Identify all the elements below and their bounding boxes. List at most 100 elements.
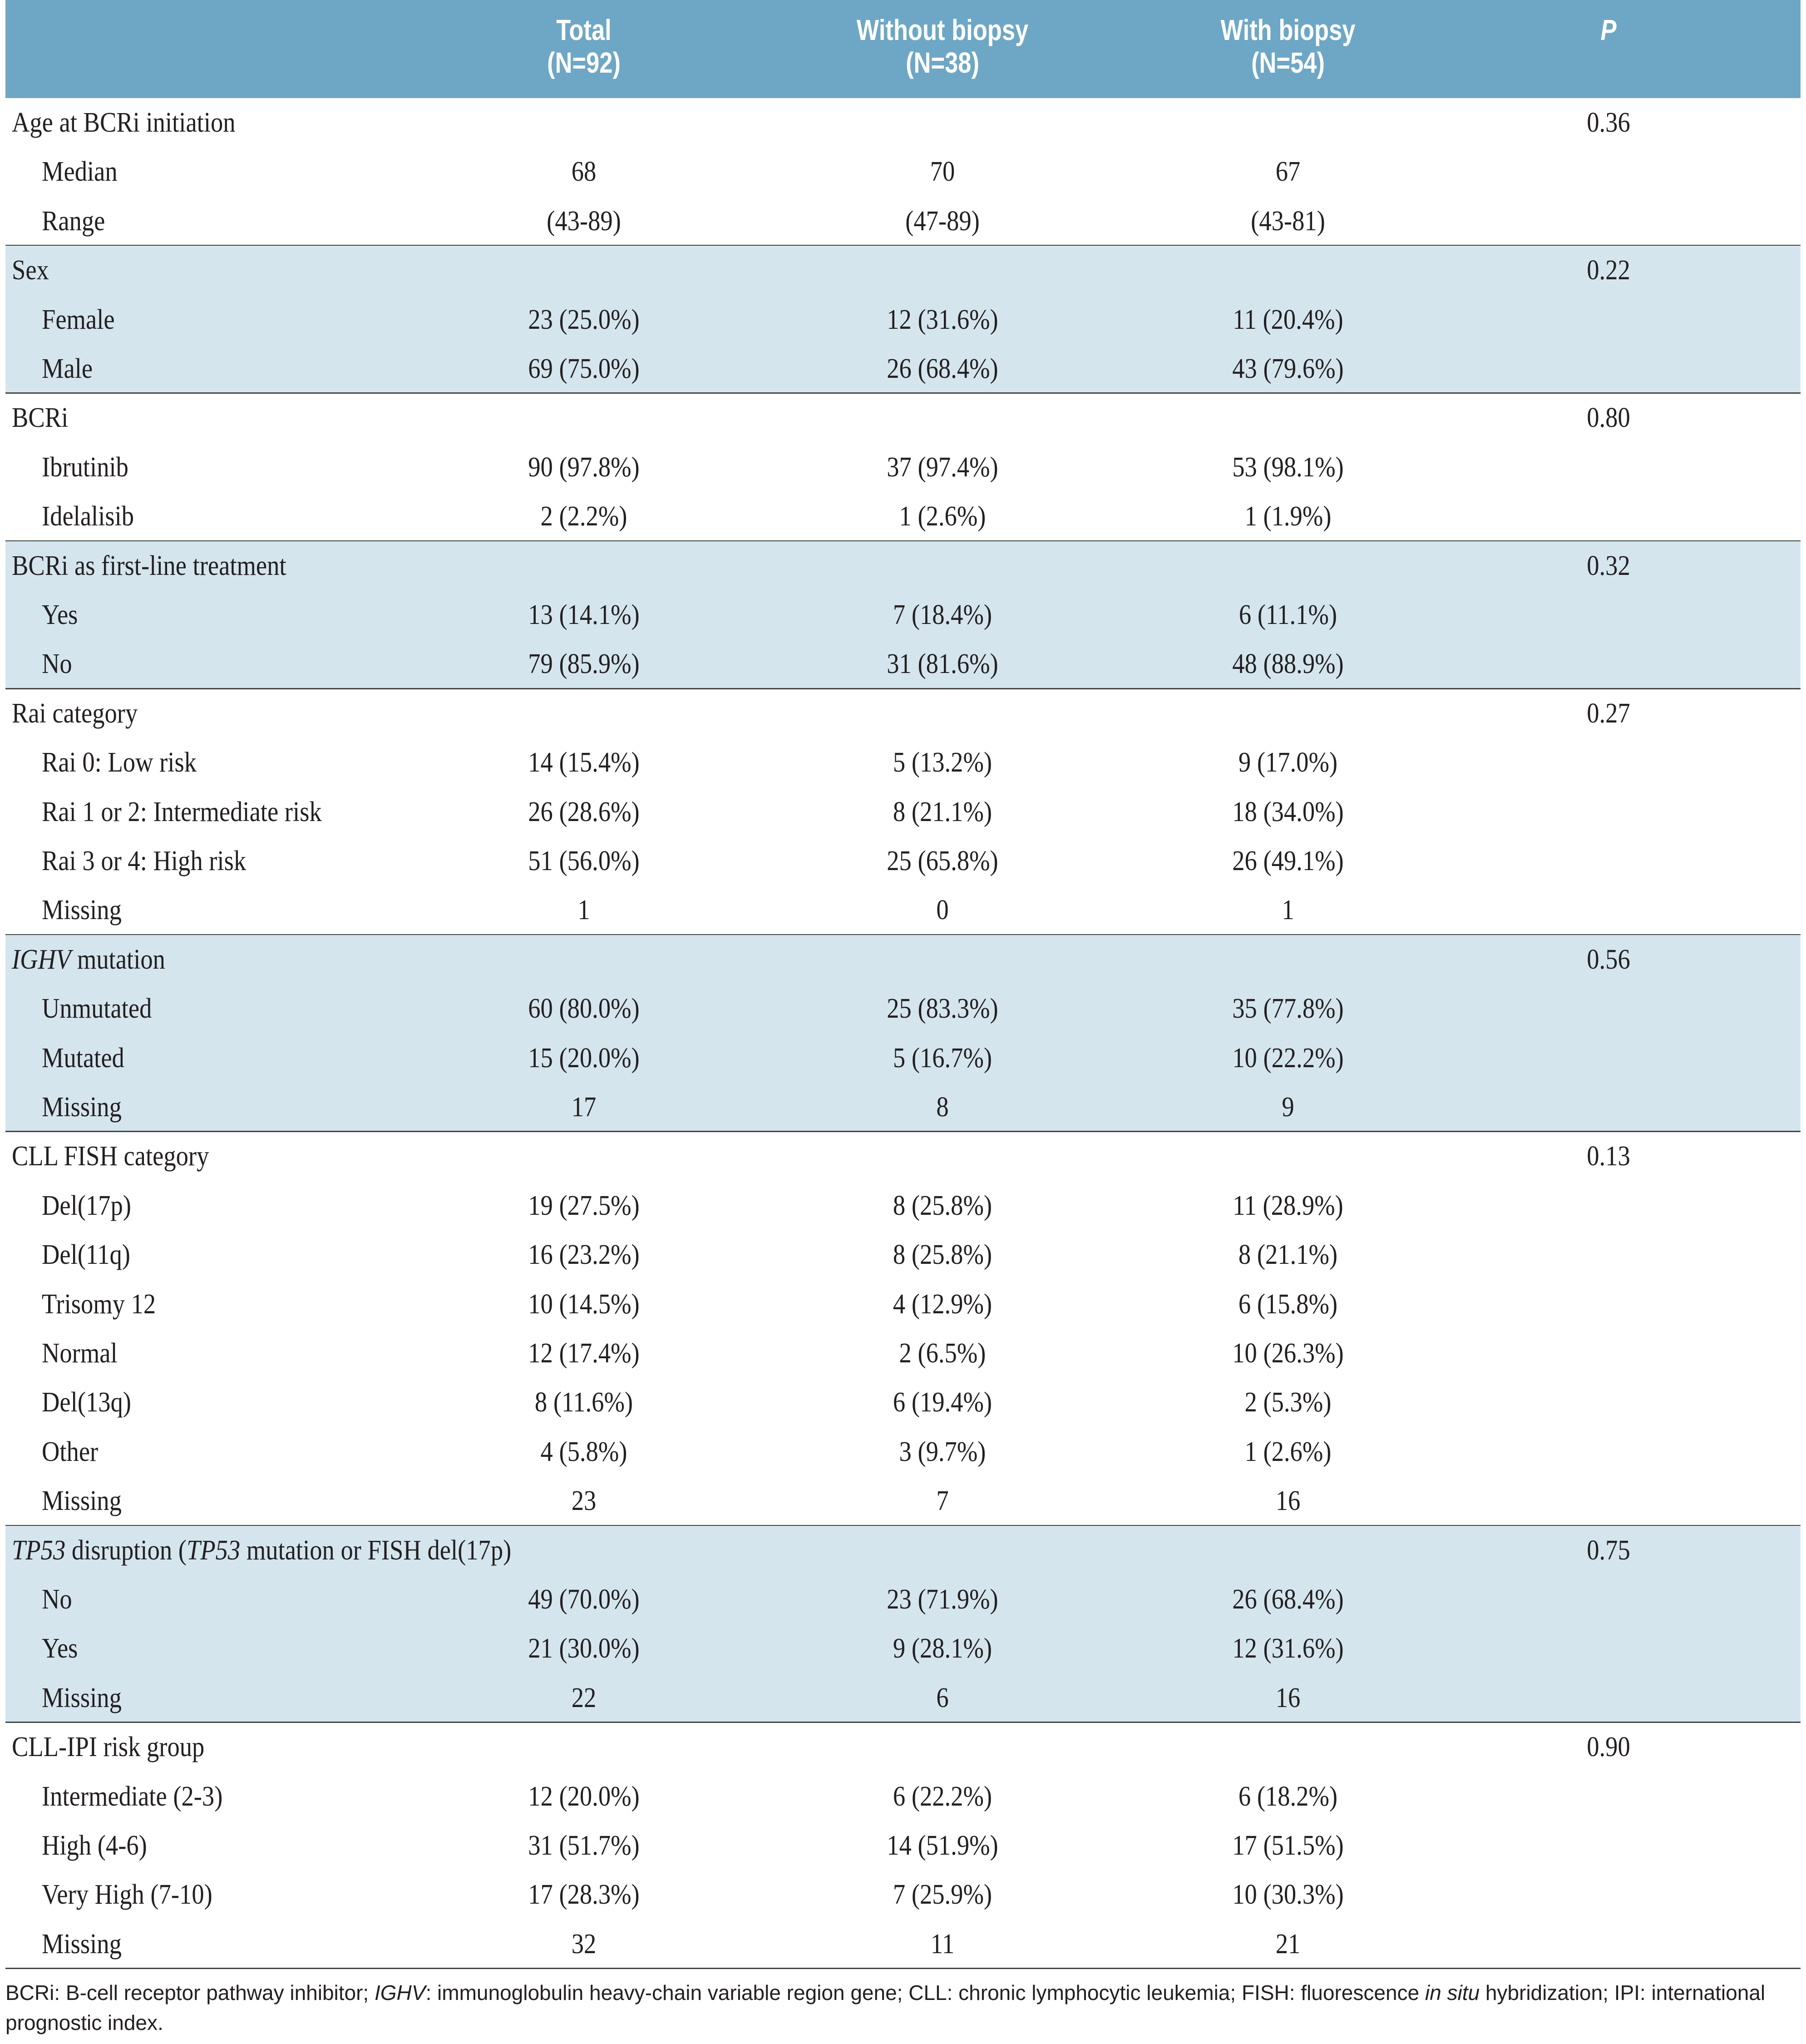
row-label: Yes — [42, 599, 78, 630]
row-label: No — [42, 648, 72, 680]
cell: 2 (2.2%) — [540, 501, 627, 532]
p-value: 0.13 — [1587, 1141, 1630, 1172]
group-shading — [5, 1525, 1801, 1723]
group-shading — [5, 935, 1801, 1132]
cell: 49 (70.0%) — [528, 1584, 640, 1615]
header-bar — [5, 0, 1801, 98]
label-part: disruption ( — [65, 1534, 187, 1566]
cell: 26 (68.4%) — [887, 353, 998, 384]
row-label: Del(11q) — [42, 1239, 130, 1271]
p-header: P — [1600, 14, 1617, 46]
cell: (47-89) — [905, 205, 980, 237]
cell: 10 (22.2%) — [1232, 1042, 1344, 1074]
cell: (43-81) — [1251, 205, 1325, 237]
group-rule — [5, 1722, 1801, 1723]
cell: 21 (30.0%) — [528, 1633, 640, 1664]
cell: 7 (18.4%) — [893, 599, 992, 630]
cell: 22 — [571, 1682, 597, 1713]
group-label: CLL-IPI risk group — [12, 1722, 204, 1772]
p-value: 0.56 — [1587, 944, 1630, 975]
column-header: With biopsy (N=54) — [1106, 14, 1470, 79]
cell: 23 (71.9%) — [887, 1584, 998, 1615]
cell: 69 (75.0%) — [528, 353, 640, 384]
cell: 26 (49.1%) — [1232, 846, 1344, 876]
column-header: Without biopsy (N=38) — [761, 14, 1124, 79]
cell: 9 (28.1%) — [893, 1633, 992, 1664]
group-label: CLL FISH category — [12, 1132, 209, 1181]
group-shading — [5, 541, 1801, 689]
group-rule — [5, 934, 1801, 935]
cell: 2 (6.5%) — [899, 1338, 986, 1369]
cell: 1 (2.6%) — [899, 501, 986, 532]
row-label: Missing — [42, 1928, 122, 1960]
cell: 10 (30.3%) — [1232, 1879, 1344, 1910]
row-label: Missing — [42, 1682, 122, 1713]
p-value: 0.36 — [1587, 107, 1630, 138]
label-part: Sex — [12, 255, 49, 286]
cell: 1 (1.9%) — [1244, 501, 1332, 532]
row-label: Missing — [42, 1092, 122, 1123]
column-title: With biopsy — [1220, 14, 1356, 46]
cell: 1 — [1282, 895, 1294, 926]
cell: (43-89) — [547, 205, 621, 237]
group-rule — [5, 1524, 1801, 1526]
row-label: High (4-6) — [42, 1830, 147, 1861]
cell: 43 (79.6%) — [1232, 353, 1344, 384]
row-label: Very High (7-10) — [42, 1879, 212, 1910]
group-rule — [5, 540, 1801, 542]
row-label: Intermediate (2-3) — [42, 1781, 223, 1812]
p-value: 0.32 — [1587, 550, 1630, 581]
group-rule — [5, 245, 1801, 247]
cell: 6 (15.8%) — [1238, 1288, 1338, 1320]
cell: 16 (23.2%) — [528, 1239, 640, 1271]
p-value: 0.22 — [1587, 255, 1630, 286]
cell: 6 (19.4%) — [893, 1387, 992, 1418]
cell: 53 (98.1%) — [1232, 451, 1344, 483]
row-label: Trisomy 12 — [42, 1288, 156, 1320]
label-part: mutation — [71, 944, 165, 975]
cell: 79 (85.9%) — [528, 648, 640, 680]
cell: 35 (77.8%) — [1232, 993, 1344, 1024]
row-label: Yes — [42, 1633, 78, 1664]
column-title: Total — [556, 14, 612, 46]
p-value: 0.90 — [1587, 1732, 1630, 1763]
row-label: Ibrutinib — [42, 451, 128, 483]
cell: 18 (34.0%) — [1232, 796, 1344, 827]
cell: 6 (22.2%) — [893, 1781, 992, 1812]
cell: 37 (97.4%) — [887, 451, 998, 483]
cell: 68 — [571, 156, 597, 188]
row-label: Mutated — [42, 1042, 124, 1074]
row-label: Unmutated — [42, 993, 152, 1024]
label-part: IGHV — [12, 944, 71, 975]
cell: 31 (81.6%) — [887, 648, 998, 680]
group-label: Sex — [12, 246, 49, 295]
cell: 14 (51.9%) — [887, 1830, 998, 1861]
p-value: 0.80 — [1587, 402, 1630, 434]
group-label: TP53 disruption (TP53 mutation or FISH d… — [12, 1526, 511, 1575]
row-label: Normal — [42, 1338, 118, 1369]
group-rule — [5, 1968, 1801, 1970]
group-label: BCRi as first-line treatment — [12, 541, 286, 590]
cell: 21 — [1275, 1928, 1301, 1960]
cell: 19 (27.5%) — [528, 1190, 640, 1221]
column-n: (N=54) — [1251, 46, 1325, 79]
cell: 8 (25.8%) — [893, 1239, 992, 1271]
cell: 4 (12.9%) — [893, 1288, 992, 1320]
cell: 4 (5.8%) — [540, 1436, 627, 1467]
cell: 5 (16.7%) — [893, 1042, 992, 1074]
cell: 60 (80.0%) — [528, 993, 640, 1024]
cell: 25 (65.8%) — [887, 846, 998, 876]
row-label: Del(17p) — [42, 1190, 131, 1221]
cell: 10 (14.5%) — [528, 1288, 640, 1320]
cell: 14 (15.4%) — [528, 747, 640, 778]
footnote-part: hybridization; IPI: international progno… — [5, 1981, 1766, 2035]
group-label: Rai category — [12, 689, 138, 738]
cell: 31 (51.7%) — [528, 1830, 640, 1861]
row-label: Male — [42, 353, 93, 384]
group-label: Age at BCRi initiation — [12, 98, 236, 147]
cell: 26 (28.6%) — [528, 796, 640, 827]
label-part: Rai category — [12, 698, 138, 729]
cell: 7 — [936, 1485, 949, 1517]
row-label: Median — [42, 156, 118, 188]
cell: 0 — [936, 895, 949, 926]
